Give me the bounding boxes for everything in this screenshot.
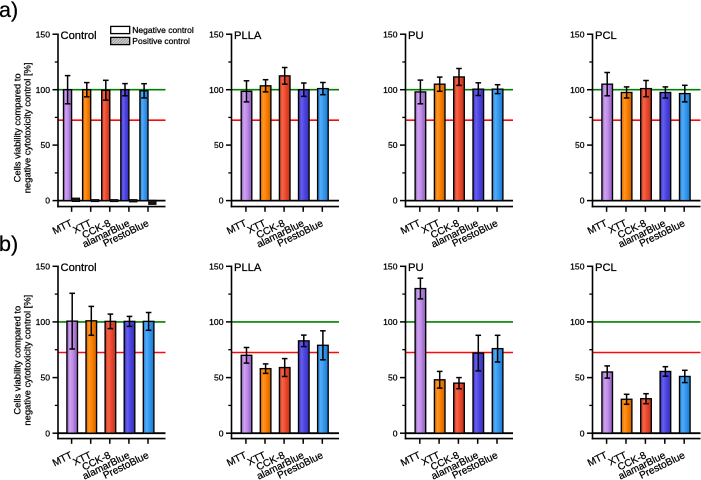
svg-text:0: 0 bbox=[219, 428, 224, 438]
svg-text:negative cytotoxicity control: negative cytotoxicity control [%] bbox=[21, 295, 32, 426]
svg-text:0: 0 bbox=[45, 428, 50, 438]
svg-text:150: 150 bbox=[36, 29, 51, 39]
svg-text:50: 50 bbox=[214, 140, 224, 150]
svg-text:0: 0 bbox=[580, 428, 585, 438]
svg-text:PU: PU bbox=[408, 262, 424, 274]
svg-text:0: 0 bbox=[393, 196, 398, 206]
svg-text:50: 50 bbox=[575, 140, 585, 150]
svg-text:0: 0 bbox=[393, 428, 398, 438]
svg-text:50: 50 bbox=[40, 373, 50, 383]
svg-text:PCL: PCL bbox=[595, 30, 617, 42]
svg-text:150: 150 bbox=[383, 29, 398, 39]
svg-text:100: 100 bbox=[36, 317, 51, 327]
svg-text:b): b) bbox=[0, 232, 18, 256]
svg-text:PLLA: PLLA bbox=[234, 30, 262, 42]
svg-text:50: 50 bbox=[40, 140, 50, 150]
svg-text:50: 50 bbox=[388, 140, 398, 150]
svg-text:150: 150 bbox=[570, 29, 585, 39]
svg-text:Positive control: Positive control bbox=[132, 36, 190, 46]
svg-text:PCL: PCL bbox=[595, 262, 617, 274]
svg-text:a): a) bbox=[0, 0, 18, 22]
svg-text:50: 50 bbox=[388, 373, 398, 383]
svg-text:100: 100 bbox=[570, 317, 585, 327]
svg-text:PLLA: PLLA bbox=[234, 262, 262, 274]
svg-text:150: 150 bbox=[209, 261, 224, 271]
svg-text:PU: PU bbox=[408, 30, 424, 42]
svg-text:50: 50 bbox=[575, 373, 585, 383]
svg-text:0: 0 bbox=[45, 196, 50, 206]
svg-text:100: 100 bbox=[383, 85, 398, 95]
svg-text:150: 150 bbox=[36, 261, 51, 271]
svg-text:100: 100 bbox=[383, 317, 398, 327]
svg-text:Negative control: Negative control bbox=[132, 25, 194, 35]
svg-text:0: 0 bbox=[219, 196, 224, 206]
svg-text:Cells viability compared to: Cells viability compared to bbox=[12, 73, 23, 182]
svg-text:100: 100 bbox=[209, 317, 224, 327]
svg-text:50: 50 bbox=[214, 373, 224, 383]
svg-text:100: 100 bbox=[570, 85, 585, 95]
svg-text:150: 150 bbox=[383, 261, 398, 271]
svg-text:100: 100 bbox=[209, 85, 224, 95]
svg-text:150: 150 bbox=[570, 261, 585, 271]
svg-text:150: 150 bbox=[209, 29, 224, 39]
svg-text:Cells viability compared to: Cells viability compared to bbox=[12, 306, 23, 415]
svg-text:Control: Control bbox=[61, 30, 97, 42]
svg-text:Control: Control bbox=[61, 262, 97, 274]
svg-text:negative cytotoxicity control: negative cytotoxicity control [%] bbox=[21, 63, 32, 194]
svg-text:100: 100 bbox=[36, 85, 51, 95]
svg-text:0: 0 bbox=[580, 196, 585, 206]
